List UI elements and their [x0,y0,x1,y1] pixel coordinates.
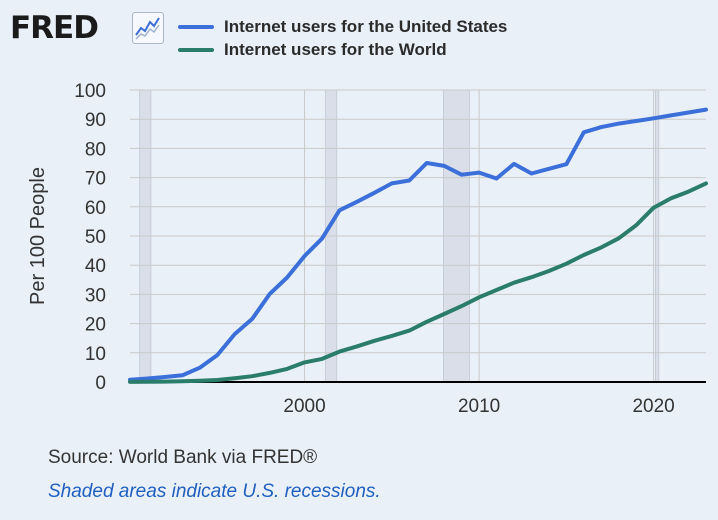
legend-swatch-us [178,25,214,29]
y-tick-label-70: 70 [85,169,106,190]
y-tick-label-50: 50 [85,227,106,248]
fred-logo[interactable]: FRED [10,10,99,46]
legend: Internet users for the United States Int… [178,16,507,62]
recession-note: Shaded areas indicate U.S. recessions. [48,481,381,502]
y-tick-label-10: 10 [85,344,106,365]
y-tick-label-90: 90 [85,110,106,131]
series-line-world [128,181,708,384]
y-tick-label-30: 30 [85,285,106,306]
source-text: Source: World Bank via FRED® [48,447,318,468]
x-tick-label-2020: 2020 [632,396,674,417]
y-tick-label-40: 40 [85,256,106,277]
line-chart: 0 10 20 30 40 50 60 70 80 90 100 2000 2010 2020 Per 10… [27,81,708,417]
y-tick-label-60: 60 [85,198,106,219]
y-tick-label-20: 20 [85,315,106,336]
y-tick-label-0: 0 [95,373,106,394]
x-tick-label-2010: 2010 [458,396,500,417]
series-line-us [128,107,708,382]
y-tick-label-100: 100 [74,81,106,102]
y-axis-label: Per 100 People [27,167,49,305]
legend-swatch-world [178,48,214,52]
x-tick-label-2000: 2000 [283,396,325,417]
legend-item-world[interactable]: Internet users for the World [178,39,507,61]
line-chart-icon[interactable] [132,12,164,44]
legend-item-us[interactable]: Internet users for the United States [178,16,507,38]
y-tick-label-80: 80 [85,139,106,160]
footer: Source: World Bank via FRED® Shaded area… [48,445,381,505]
chart-header: FRED Internet users for the United State… [10,10,710,62]
legend-label-us: Internet users for the United States [224,17,508,36]
legend-label-world: Internet users for the World [224,40,447,59]
